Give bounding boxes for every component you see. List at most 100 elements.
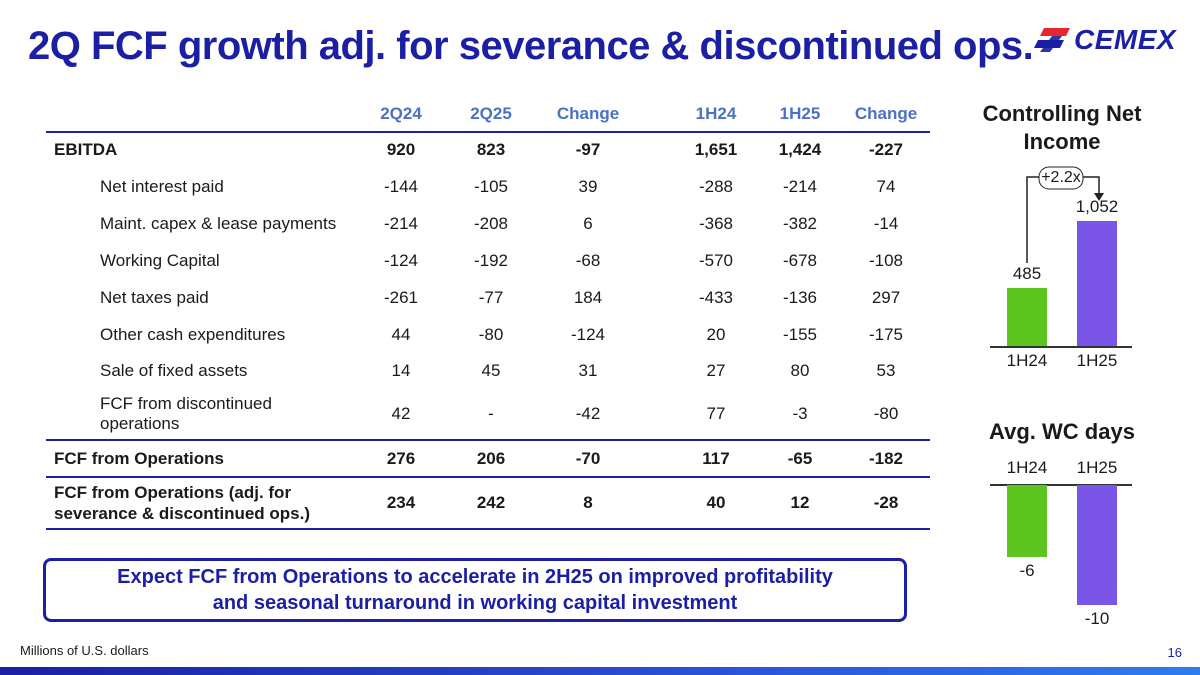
cell: 1,424 [778,140,822,159]
cell: -105 [473,176,509,196]
cell: -42 [575,404,601,423]
table-row: Net interest paid -144 -105 39 -288 -214… [46,168,930,205]
bar-label-1h25: -10 [1084,609,1110,628]
bar-1h25 [1077,485,1117,605]
row-label: FCF from Operations [54,448,225,468]
wc-days-axis [990,484,1132,486]
cell: -208 [473,213,509,233]
table-row: FCF from Operations (adj. for severance … [46,478,930,528]
table-row: FCF from Operations 276 206 -70 117 -65 … [46,441,930,476]
row-label: FCF from discontinued operations [100,394,272,433]
cell: 20 [706,324,726,344]
net-income-axis [990,346,1132,348]
table-row: FCF from discontinued operations 42 - -4… [46,389,930,439]
cell: 40 [706,493,726,512]
cell: 31 [578,361,598,380]
cell: -70 [575,448,601,468]
growth-arrow-icon [1026,166,1104,263]
cell: -80 [478,324,504,344]
cell: -65 [787,448,813,468]
category-label-1h25: 1H25 [1076,351,1118,370]
table-header-row: 2Q24 2Q25 Change 1H24 1H25 Change [46,96,930,132]
cell: -214 [782,176,818,196]
table-row: Maint. capex & lease payments -214 -208 … [46,205,930,242]
header-1h24: 1H24 [695,104,737,123]
divider [46,476,930,478]
row-label: EBITDA [54,140,118,159]
table-row: Sale of fixed assets 14 45 31 27 80 53 [46,353,930,389]
table-row: Other cash expenditures 44 -80 -124 20 -… [46,316,930,353]
header-change-h: Change [854,104,918,123]
cell: 12 [790,493,810,512]
cell: -433 [698,287,734,307]
cell: -182 [868,448,904,468]
net-income-chart-title: Controlling Net Income [982,101,1142,154]
cell: 74 [876,176,896,196]
cell: 8 [583,493,593,512]
wc-days-chart-title: Avg. WC days [989,419,1135,444]
cell: -678 [782,250,818,270]
cell: -108 [868,250,904,270]
callout-line-2: and seasonal turnaround in working capit… [212,592,738,614]
cell: -570 [698,250,734,270]
page-title: 2Q FCF growth adj. for severance & disco… [28,24,1034,68]
cell: 14 [391,361,411,380]
cemex-logo: CEMEX [1030,22,1190,58]
row-label: Other cash expenditures [100,324,286,344]
cell: -155 [782,324,818,344]
cell: 44 [391,324,411,344]
cell: -14 [873,213,899,233]
cell: 1,651 [694,140,738,159]
cell: 242 [476,493,506,512]
cell: - [488,404,494,423]
cell: 184 [573,287,603,307]
cell: 920 [386,140,416,159]
divider-wrap [46,528,930,530]
row-label: Net interest paid [100,176,224,196]
header-2q24: 2Q24 [380,104,422,123]
divider [46,439,930,441]
table-row: EBITDA 920 823 -97 1,651 1,424 -227 [46,132,930,168]
cell: -77 [478,287,504,307]
cell: 27 [706,361,726,380]
divider-wrap [46,439,930,441]
cell: -288 [698,176,734,196]
cell: 77 [706,404,726,423]
cell: 297 [871,287,901,307]
header-change-q: Change [556,104,620,123]
logo-text: CEMEX [1074,24,1177,55]
cell: -124 [383,250,419,270]
cell: -175 [868,324,904,344]
cell: 53 [876,361,896,380]
category-label-1h25: 1H25 [1076,458,1118,477]
growth-annotation: +2.2x [1041,169,1081,186]
cell: -382 [782,213,818,233]
cell: -214 [383,213,419,233]
cell: 206 [476,448,506,468]
cell: -68 [575,250,601,270]
cell: -136 [782,287,818,307]
cell: 42 [391,404,411,423]
category-label-1h24: 1H24 [1006,458,1048,477]
bar-label-1h24: 485 [1012,264,1042,284]
cell: -144 [383,176,419,196]
divider [46,131,930,133]
cell: -3 [792,404,808,423]
cell: 823 [476,140,506,159]
row-label: Working Capital [100,250,220,270]
cell: 276 [386,448,416,468]
bottom-gradient-bar [0,667,1200,675]
bar-label-1h25: 1,052 [1075,197,1119,216]
page-number: 16 [1167,645,1182,660]
cell: -80 [873,404,899,423]
callout-box: Expect FCF from Operations to accelerate… [43,558,907,622]
table-row: Net taxes paid -261 -77 184 -433 -136 29… [46,279,930,316]
bar-1h25 [1077,221,1117,346]
divider-wrap [46,476,930,478]
cell: 234 [386,493,416,512]
cell: -28 [873,493,899,512]
category-label-1h24: 1H24 [1006,351,1048,370]
row-label: Net taxes paid [100,287,209,307]
footnote: Millions of U.S. dollars [20,643,149,658]
cell: -368 [698,213,734,233]
